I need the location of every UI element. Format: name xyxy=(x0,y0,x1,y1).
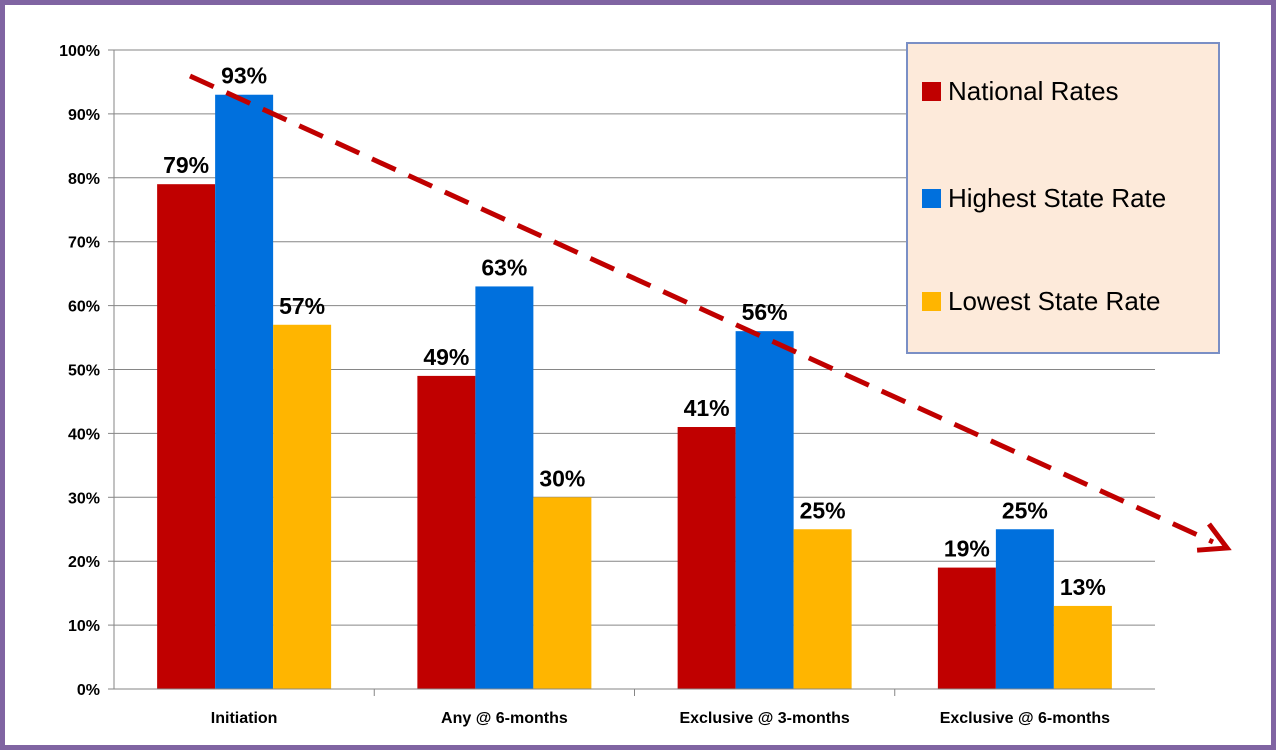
bar-value-label: 19% xyxy=(944,536,990,562)
y-tick-label: 20% xyxy=(68,554,100,571)
y-tick-label: 40% xyxy=(68,426,100,443)
legend-item-highest: Highest State Rate xyxy=(922,183,1166,214)
y-tick-label: 90% xyxy=(68,107,100,124)
legend-item-national: National Rates xyxy=(922,76,1119,107)
bar-value-label: 49% xyxy=(423,344,469,370)
bar-value-label: 57% xyxy=(279,293,325,319)
bar-value-label: 30% xyxy=(539,465,585,491)
bar xyxy=(995,529,1054,689)
bar xyxy=(1053,605,1112,689)
y-tick-label: 10% xyxy=(68,618,100,635)
trend-arrow-head xyxy=(1196,522,1232,553)
y-tick-label: 60% xyxy=(68,299,100,316)
x-tick-label: Exclusive @ 6-months xyxy=(940,710,1110,727)
bar-value-label: 56% xyxy=(742,299,788,325)
legend-swatch-lowest xyxy=(922,292,941,311)
y-tick-label: 100% xyxy=(59,43,100,60)
data-labels: 79% 93% 57% 49% 63% 30% 41% 56% 25% 19% 25% 13% xyxy=(163,63,1106,600)
trend-arrow-line xyxy=(188,73,1215,545)
y-tick-label: 50% xyxy=(68,363,100,380)
bar xyxy=(937,567,996,689)
legend-label-lowest: Lowest State Rate xyxy=(948,286,1161,316)
bar xyxy=(475,286,534,689)
axes: 0% 10% 20% 30% 40% 50% 60% 70% 80% 90% 100% Initiat… xyxy=(59,43,1155,727)
bar xyxy=(533,497,592,689)
bar xyxy=(273,324,332,689)
bar-value-label: 25% xyxy=(800,497,846,523)
legend-label-national: National Rates xyxy=(948,76,1119,106)
bar-value-label: 25% xyxy=(1002,497,1048,523)
x-tick-label: Any @ 6-months xyxy=(441,710,568,727)
bar-value-label: 79% xyxy=(163,152,209,178)
bar xyxy=(677,427,736,689)
trend-arrow xyxy=(188,73,1232,553)
bar xyxy=(793,529,852,689)
bar-value-label: 63% xyxy=(481,254,527,280)
legend-swatch-highest xyxy=(922,189,941,208)
x-tick-label: Exclusive @ 3-months xyxy=(679,710,849,727)
legend-swatch-national xyxy=(922,82,941,101)
bar xyxy=(735,331,794,689)
bars xyxy=(157,94,1112,690)
bar xyxy=(157,184,216,689)
y-tick-label: 30% xyxy=(68,490,100,507)
bar-chart: 0% 10% 20% 30% 40% 50% 60% 70% 80% 90% 100% Initiat… xyxy=(59,43,1232,727)
bar xyxy=(215,94,274,690)
x-tick-label: Initiation xyxy=(211,710,278,727)
bar-value-label: 41% xyxy=(684,395,730,421)
bar xyxy=(417,375,476,689)
bar-value-label: 13% xyxy=(1060,574,1106,600)
y-tick-label: 80% xyxy=(68,171,100,188)
y-tick-label: 70% xyxy=(68,235,100,252)
bar-value-label: 93% xyxy=(221,63,267,89)
legend: National Rates Highest State Rate Lowest… xyxy=(906,42,1220,354)
legend-label-highest: Highest State Rate xyxy=(948,183,1167,213)
y-tick-label: 0% xyxy=(77,682,100,699)
legend-item-lowest: Lowest State Rate xyxy=(922,286,1160,317)
